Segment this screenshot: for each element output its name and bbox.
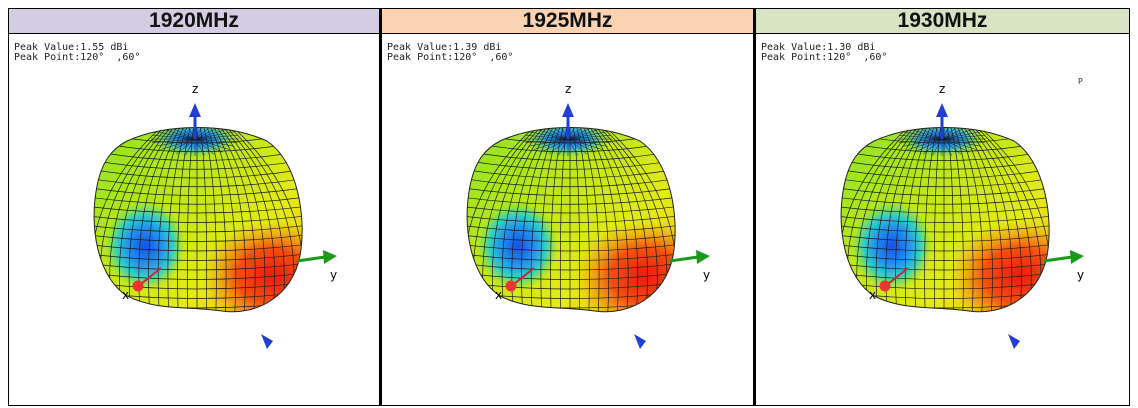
panel-1925mhz: 1925MHz Peak Value:1.39 dBi Peak Point:1… <box>382 8 756 406</box>
bottom-axis-arrow <box>261 334 273 349</box>
peak-info: Peak Value:1.55 dBi Peak Point:120° ,60° <box>14 43 140 63</box>
y-axis-label: y <box>703 268 710 282</box>
y-axis-arrow <box>696 250 710 264</box>
peak-value-text: Peak Value:1.39 dBi <box>387 42 502 53</box>
corner-mark: P <box>1078 77 1083 86</box>
panel-header: 1930MHz <box>756 9 1129 34</box>
z-axis-arrow <box>936 103 948 117</box>
x-axis-label: x <box>122 288 129 302</box>
y-axis-arrow <box>1070 250 1084 264</box>
frequency-label: 1920MHz <box>149 9 239 32</box>
panel-1930mhz: 1930MHz Peak Value:1.30 dBi Peak Point:1… <box>756 8 1130 406</box>
panel-header: 1925MHz <box>382 9 753 34</box>
bottom-axis-arrow <box>634 334 646 349</box>
peak-point-text: Peak Point:120° ,60° <box>761 52 888 63</box>
z-axis-label: z <box>192 82 198 96</box>
radiation-pattern-plot: z y x <box>840 82 1084 349</box>
x-axis-marker <box>505 280 517 292</box>
peak-value-text: Peak Value:1.55 dBi <box>14 42 129 53</box>
peak-point-text: Peak Point:120° ,60° <box>14 52 141 63</box>
peak-value-text: Peak Value:1.30 dBi <box>761 42 876 53</box>
x-axis-marker <box>132 280 144 292</box>
radiation-pattern-plot: z y x <box>93 82 337 349</box>
z-axis-arrow <box>189 103 201 117</box>
pattern-grid: 1920MHz Peak Value:1.55 dBi Peak Point:1… <box>8 8 1130 406</box>
y-axis-label: y <box>1077 268 1084 282</box>
pattern-view: Peak Value:1.55 dBi Peak Point:120° ,60°… <box>9 35 379 405</box>
x-axis-label: x <box>869 288 876 302</box>
z-axis-label: z <box>939 82 945 96</box>
x-axis-line <box>140 267 162 285</box>
bottom-axis-arrow <box>1008 334 1020 349</box>
frequency-label: 1925MHz <box>522 9 613 32</box>
x-axis-label: x <box>495 288 502 302</box>
panel-1920mhz: 1920MHz Peak Value:1.55 dBi Peak Point:1… <box>8 8 382 406</box>
peak-info: Peak Value:1.39 dBi Peak Point:120° ,60° <box>387 43 513 63</box>
peak-info: Peak Value:1.30 dBi Peak Point:120° ,60° <box>761 43 887 63</box>
x-axis-marker <box>879 280 891 292</box>
panel-header: 1920MHz <box>9 9 379 34</box>
y-axis-label: y <box>330 268 337 282</box>
pattern-view: Peak Value:1.30 dBi Peak Point:120° ,60°… <box>756 35 1129 405</box>
y-axis-line <box>1043 255 1073 263</box>
x-axis-line <box>513 267 535 285</box>
x-axis-line <box>887 267 909 285</box>
y-axis-line <box>296 255 326 263</box>
z-axis-label: z <box>565 82 571 96</box>
y-axis-arrow <box>323 250 337 264</box>
radiation-pattern-plot: z y x <box>466 82 710 349</box>
z-axis-arrow <box>562 103 574 117</box>
pattern-view: Peak Value:1.39 dBi Peak Point:120° ,60°… <box>382 35 753 405</box>
y-axis-line <box>669 255 699 263</box>
peak-point-text: Peak Point:120° ,60° <box>387 52 514 63</box>
frequency-label: 1930MHz <box>897 9 988 32</box>
